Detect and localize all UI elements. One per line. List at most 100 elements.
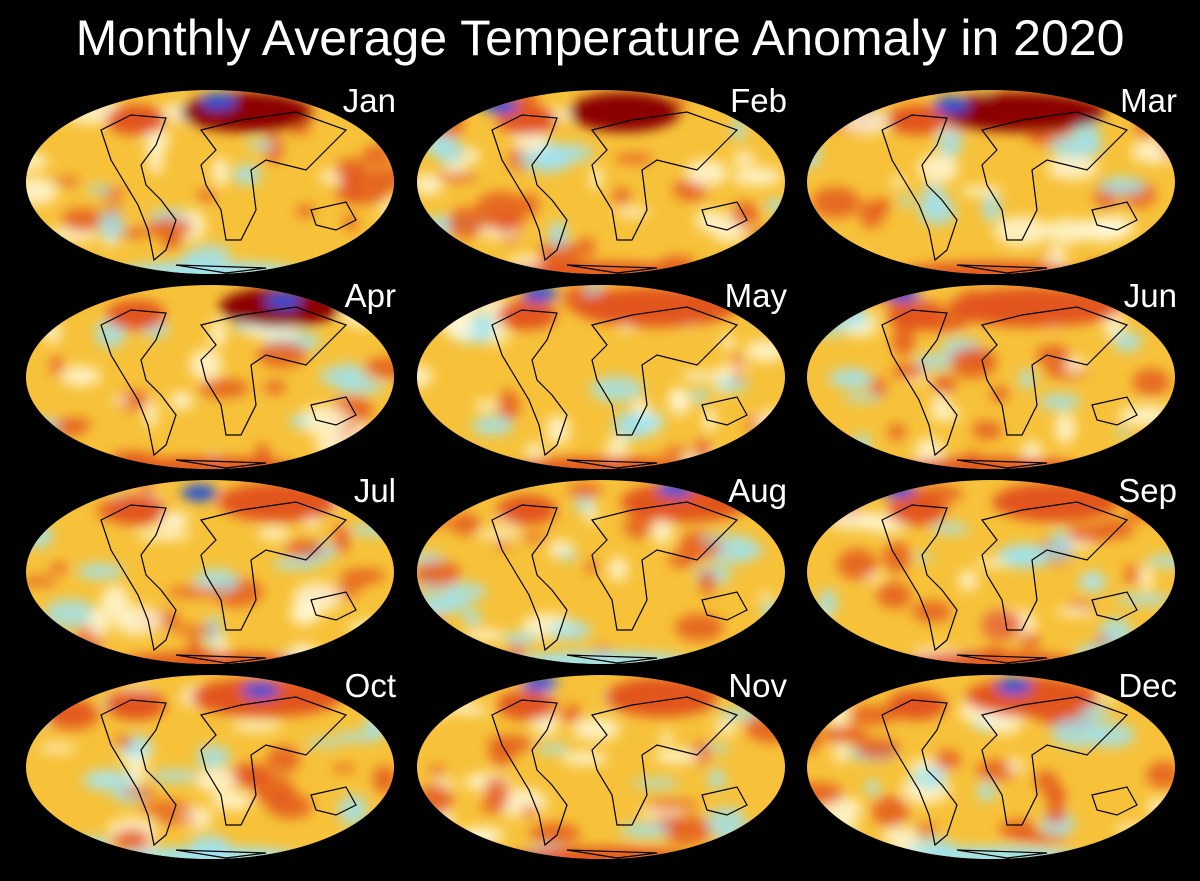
polar-anomaly xyxy=(901,262,1081,274)
anomaly-patch xyxy=(890,176,906,188)
coastline xyxy=(491,114,568,262)
coastline xyxy=(881,699,958,847)
anomaly-patch xyxy=(932,375,956,395)
anomaly-patch xyxy=(1035,344,1071,367)
anomaly-patch xyxy=(288,415,311,428)
anomaly-patch xyxy=(232,164,262,186)
coastline xyxy=(199,306,348,436)
anomaly-patch xyxy=(911,767,947,789)
anomaly-patch xyxy=(694,437,711,465)
anomaly-patch xyxy=(732,167,783,186)
anomaly-patch xyxy=(417,365,433,388)
anomaly-patch xyxy=(110,452,142,465)
anomaly-map xyxy=(26,480,394,664)
map-panel-nov: Nov xyxy=(413,667,793,862)
cold-anomaly xyxy=(521,285,558,302)
map-panel-mar: Mar xyxy=(803,82,1183,277)
coastline xyxy=(491,699,568,847)
anomaly-patch xyxy=(417,693,454,719)
month-label: Jul xyxy=(353,472,396,509)
coastline xyxy=(310,786,357,816)
anomaly-patch xyxy=(736,546,766,556)
polar-anomaly xyxy=(901,847,1081,859)
anomaly-patch xyxy=(873,197,891,214)
anomaly-patch xyxy=(42,322,62,343)
anomaly-patch xyxy=(690,388,709,403)
anomaly-patch xyxy=(333,836,353,859)
anomaly-patch xyxy=(438,582,488,601)
anomaly-patch xyxy=(485,214,526,232)
map-panel-jan: Jan xyxy=(22,82,402,277)
anomaly-patch xyxy=(912,600,952,623)
anomaly-patch xyxy=(757,592,772,601)
anomaly-patch xyxy=(434,650,448,664)
anomaly-patch xyxy=(828,699,850,728)
anomaly-patch xyxy=(1145,554,1175,568)
warm-anomaly xyxy=(106,690,166,720)
anomaly-patch xyxy=(1000,543,1052,569)
coastline xyxy=(100,309,177,457)
anomaly-patch xyxy=(1145,799,1175,814)
month-label: Mar xyxy=(1120,82,1177,119)
polar-anomaly xyxy=(120,457,300,469)
anomaly-patch xyxy=(684,159,728,187)
map-panel-dec: Dec xyxy=(803,667,1183,862)
coastline xyxy=(701,591,748,621)
coastline xyxy=(199,501,348,631)
anomaly-patch xyxy=(476,191,528,223)
polar-anomaly xyxy=(120,262,300,274)
anomaly-patch xyxy=(83,769,135,792)
month-label: May xyxy=(724,277,787,314)
anomaly-patch xyxy=(670,387,686,403)
anomaly-patch xyxy=(334,731,382,743)
anomaly-patch xyxy=(1098,176,1146,195)
warm-anomaly xyxy=(106,300,166,330)
map-panel-jul: Jul xyxy=(22,472,402,667)
coastline xyxy=(310,201,357,231)
coastline xyxy=(590,696,739,826)
anomaly-patch xyxy=(999,819,1037,840)
warm-anomaly xyxy=(497,690,557,720)
map-panel-feb: Feb xyxy=(413,82,793,277)
anomaly-patch xyxy=(494,538,512,549)
anomaly-patch xyxy=(865,779,880,796)
anomaly-patch xyxy=(718,708,770,720)
month-label: Sep xyxy=(1118,472,1177,509)
anomaly-patch xyxy=(172,625,220,635)
anomaly-patch xyxy=(721,334,735,351)
anomaly-patch xyxy=(590,376,644,402)
map-panel-aug: Aug xyxy=(413,472,793,667)
anomaly-patch xyxy=(1079,704,1111,720)
anomaly-patch xyxy=(49,839,72,853)
anomaly-patch xyxy=(266,745,301,773)
anomaly-patch xyxy=(332,764,355,773)
anomaly-patch xyxy=(447,207,486,239)
anomaly-patch xyxy=(681,370,716,381)
anomaly-patch xyxy=(1038,393,1081,411)
anomaly-patch xyxy=(44,599,97,628)
month-label: Feb xyxy=(730,82,787,119)
warm-anomaly xyxy=(938,92,1106,132)
anomaly-patch xyxy=(852,251,869,274)
anomaly-patch xyxy=(734,646,778,660)
warm-anomaly xyxy=(218,482,339,522)
anomaly-patch xyxy=(272,557,319,570)
anomaly-patch xyxy=(335,379,385,394)
anomaly-patch xyxy=(1047,530,1075,561)
anomaly-map xyxy=(417,675,785,859)
anomaly-patch xyxy=(98,210,125,241)
cold-anomaly xyxy=(657,480,694,497)
anomaly-patch xyxy=(548,620,592,641)
anomaly-patch xyxy=(932,391,949,408)
anomaly-patch xyxy=(462,148,480,164)
anomaly-patch xyxy=(959,185,1002,197)
anomaly-patch xyxy=(51,177,82,186)
warm-anomaly xyxy=(605,677,719,717)
anomaly-patch xyxy=(422,289,473,321)
anomaly-map xyxy=(417,90,785,274)
anomaly-patch xyxy=(900,193,913,208)
warm-anomaly xyxy=(497,105,557,135)
anomaly-patch xyxy=(876,582,912,609)
anomaly-patch xyxy=(195,768,238,793)
anomaly-patch xyxy=(643,799,699,810)
